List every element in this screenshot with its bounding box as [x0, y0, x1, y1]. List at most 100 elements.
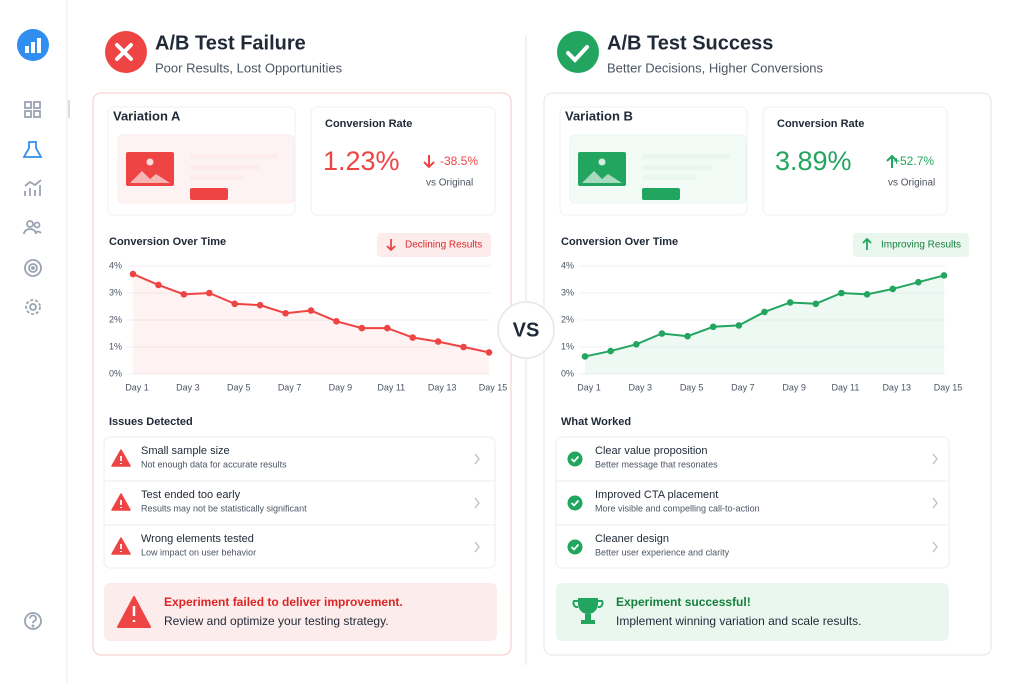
check-icon	[567, 451, 583, 467]
point	[632, 341, 640, 348]
metric-label: Conversion Rate	[325, 118, 412, 130]
point	[761, 308, 768, 316]
thumbnail-sun	[598, 158, 606, 166]
y-tick-label: 4%	[109, 260, 122, 270]
metric-change: -38.5%	[440, 154, 478, 168]
point	[129, 270, 137, 278]
variation-label: Variation A	[113, 108, 181, 123]
status-badge	[853, 233, 969, 257]
panel-subtitle: Poor Results, Lost Opportunities	[155, 60, 343, 75]
point	[607, 347, 614, 355]
chart-title: Conversion Over Time	[561, 236, 678, 248]
settings-icon[interactable]	[25, 299, 41, 315]
thumbnail-line	[642, 175, 697, 180]
success-icon	[557, 31, 599, 73]
point	[684, 332, 691, 340]
y-tick-label: 0%	[109, 368, 122, 378]
item-desc: Better user experience and clarity	[595, 547, 730, 557]
check-glyph	[570, 499, 580, 507]
y-tick-label: 2%	[109, 314, 122, 324]
point	[256, 301, 264, 309]
y-tick-label: 4%	[561, 260, 574, 270]
check-glyph	[570, 543, 580, 551]
y-tick-label: 3%	[561, 287, 574, 297]
thumbnail-button	[190, 188, 228, 200]
alert-title: Experiment failed to deliver improvement…	[164, 595, 403, 609]
metric-change: +52.7%	[893, 154, 934, 168]
thumbnail-button	[642, 188, 680, 200]
alert-title: Experiment successful!	[616, 595, 751, 609]
item-title: Cleaner design	[595, 533, 669, 545]
point	[709, 323, 717, 331]
list-box	[103, 436, 496, 569]
vs-label: VS	[513, 319, 540, 341]
badge-label: Declining Results	[405, 240, 482, 251]
x-tick-label: Day 7	[731, 382, 755, 392]
x-tick-label: Day 5	[227, 382, 251, 392]
thumbnail-line	[190, 175, 245, 180]
alert-box	[556, 583, 949, 641]
point	[735, 322, 743, 329]
point	[180, 291, 188, 298]
item-title: Small sample size	[141, 445, 230, 457]
chevron[interactable]	[932, 497, 938, 509]
point	[812, 300, 820, 308]
icon-glyph	[115, 43, 133, 61]
dashboard-icon[interactable]	[24, 101, 41, 118]
thumbnail-line	[642, 154, 730, 159]
y-tick-label: 1%	[561, 341, 574, 351]
panel-title: A/B Test Success	[607, 32, 773, 54]
badge-arrow	[386, 239, 396, 252]
point	[940, 272, 948, 279]
vs-badge	[497, 301, 555, 359]
chevron[interactable]	[474, 453, 480, 465]
x-tick-label: Day 15	[934, 382, 963, 392]
metric-value: 3.89%	[775, 146, 852, 176]
x-tick-label: Day 13	[882, 382, 911, 392]
panel-subtitle: Better Decisions, Higher Conversions	[607, 60, 824, 75]
item-desc: Not enough data for accurate results	[141, 459, 287, 469]
logo	[17, 29, 49, 61]
chevron[interactable]	[932, 541, 938, 553]
analytics-icon[interactable]	[24, 179, 42, 196]
chevron[interactable]	[474, 497, 480, 509]
x-tick-label: Day 3	[176, 382, 200, 392]
y-tick-label: 0%	[561, 368, 574, 378]
goals-icon[interactable]	[24, 259, 42, 277]
thumbnail-line	[642, 165, 712, 170]
x-tick-label: Day 15	[479, 382, 508, 392]
point	[658, 330, 666, 337]
metric-box	[762, 106, 948, 216]
icon-glyph	[566, 45, 589, 63]
experiments-icon[interactable]	[22, 141, 43, 158]
thumbnail-line	[190, 154, 278, 159]
users-icon[interactable]	[23, 220, 42, 235]
panel-title: A/B Test Failure	[155, 32, 306, 54]
chevron[interactable]	[474, 541, 480, 553]
trophy-handles	[572, 600, 604, 609]
item-desc: Better message that resonates	[595, 459, 718, 469]
x-tick-label: Day 9	[329, 382, 353, 392]
metric-label: Conversion Rate	[777, 118, 864, 130]
x-tick-label: Day 13	[428, 382, 457, 392]
point	[307, 307, 315, 314]
change-arrow	[423, 155, 435, 169]
check-icon	[567, 539, 583, 555]
x-tick-label: Day 5	[680, 382, 704, 392]
metric-note: vs Original	[426, 178, 473, 189]
point	[460, 343, 467, 351]
x-tick-label: Day 9	[782, 382, 806, 392]
help-icon[interactable]	[24, 612, 42, 630]
icon-circle	[557, 31, 599, 73]
thumbnail-sun	[146, 158, 154, 166]
item-title: Wrong elements tested	[141, 533, 254, 545]
chart-title: Conversion Over Time	[109, 236, 226, 248]
item-title: Test ended too early	[141, 489, 241, 501]
item-desc: Results may not be statistically signifi…	[141, 503, 307, 513]
chevron[interactable]	[932, 453, 938, 465]
point	[231, 300, 239, 308]
point	[383, 324, 391, 332]
item-title: Improved CTA placement	[595, 489, 718, 501]
